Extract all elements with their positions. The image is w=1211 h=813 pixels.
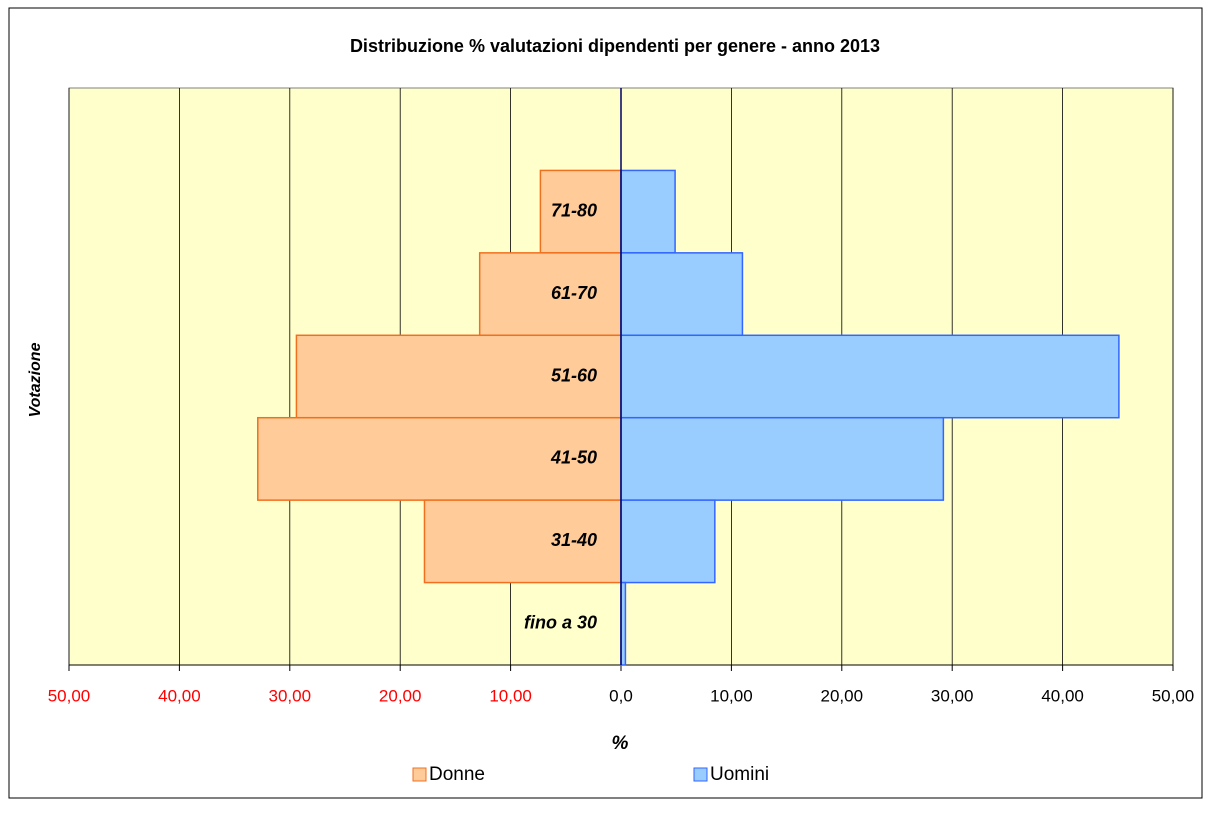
y-axis-title: Votazione <box>27 342 44 417</box>
chart-title: Distribuzione % valutazioni dipendenti p… <box>350 36 880 56</box>
x-tick-label: 40,00 <box>1041 686 1084 705</box>
bar <box>620 169 676 254</box>
y-tick-label: 31-40 <box>551 530 597 550</box>
x-tick-label: 20,00 <box>379 686 422 705</box>
x-tick-label: 10,00 <box>710 686 753 705</box>
bar <box>295 334 622 419</box>
bar <box>478 252 622 337</box>
bar <box>620 499 716 584</box>
y-tick-label: 71-80 <box>551 200 597 220</box>
x-tick-label: 10,00 <box>489 686 532 705</box>
x-axis-title: % <box>612 733 629 754</box>
y-tick-label: 41-50 <box>550 448 597 468</box>
legend-swatch <box>412 767 427 782</box>
y-tick-label: 51-60 <box>551 365 597 385</box>
y-tick-label: 61-70 <box>551 283 597 303</box>
bar <box>257 416 622 501</box>
x-tick-label: 50,00 <box>1152 686 1195 705</box>
bar <box>423 499 622 584</box>
x-tick-label: 20,00 <box>821 686 864 705</box>
bar <box>620 252 744 337</box>
bar <box>620 334 1120 419</box>
legend-label: Uomini <box>710 764 769 785</box>
bar <box>539 169 622 254</box>
bar <box>620 416 945 501</box>
legend-label: Donne <box>429 764 485 785</box>
x-tick-label: 30,00 <box>269 686 312 705</box>
x-tick-label: 40,00 <box>158 686 201 705</box>
x-tick-label: 30,00 <box>931 686 974 705</box>
x-tick-label: 0,0 <box>609 686 633 705</box>
legend-swatch <box>693 767 708 782</box>
y-tick-label: fino a 30 <box>524 613 597 633</box>
x-tick-label: 50,00 <box>48 686 91 705</box>
